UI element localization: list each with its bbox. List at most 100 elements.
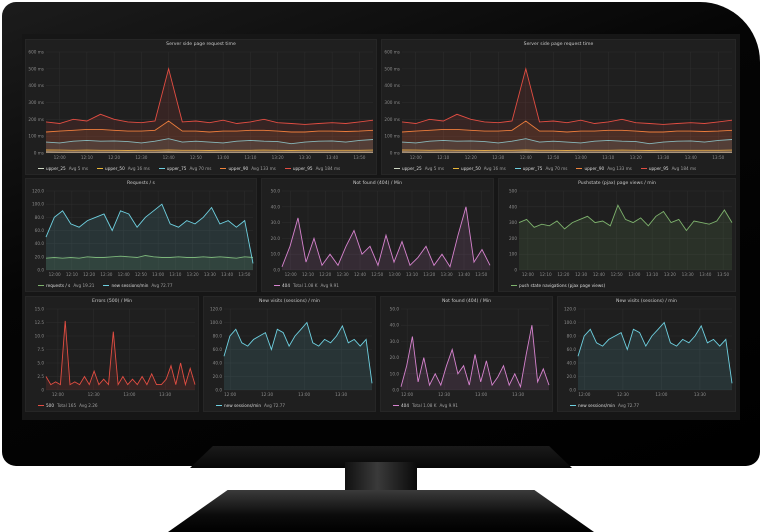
x-tick-label: 13:00 bbox=[298, 392, 310, 397]
chart-plot: 0 2.5 5.0 7.5 10.0 12.5 15.0 12:00 12:30 13:00 13:… bbox=[35, 307, 196, 397]
y-tick-label: 400 ms bbox=[384, 83, 400, 88]
panel-title[interactable]: Server side page request time bbox=[166, 42, 236, 47]
dashboard-screen: Server side page request time 0 ms 100 ms 2… bbox=[22, 34, 740, 420]
legend-stat: Avg 9.91 bbox=[320, 283, 339, 288]
x-tick-label: 12:00 bbox=[54, 155, 66, 160]
y-tick-label: 300 bbox=[509, 220, 517, 225]
x-tick-label: 12:20 bbox=[465, 155, 477, 160]
x-tick-label: 13:00 bbox=[152, 272, 164, 277]
legend-item[interactable]: new sessions/min Avg 72.77 bbox=[103, 283, 175, 288]
legend-stat: Avg 9.91 bbox=[439, 403, 458, 408]
x-tick-label: 13:20 bbox=[423, 272, 435, 277]
x-tick-label: 13:30 bbox=[159, 392, 171, 397]
series-area bbox=[401, 325, 549, 390]
y-tick-label: 20.0 bbox=[271, 236, 281, 241]
panel-p3[interactable]: Requests / s 0.0 20.0 40.0 60.0 80.0 100.0 120.… bbox=[25, 178, 257, 292]
panel-p8[interactable]: Not found (404) / Min 0.0 10.0 20.0 30.0 40.0… bbox=[380, 296, 553, 412]
legend-item[interactable]: push state navigations (pjax page views) bbox=[511, 283, 608, 288]
x-tick-label: 12:40 bbox=[163, 155, 175, 160]
y-tick-label: 120.0 bbox=[210, 307, 222, 312]
legend-item[interactable]: new sessions/min Avg 72.77 bbox=[216, 403, 288, 408]
y-tick-label: 15.0 bbox=[35, 307, 45, 312]
legend-item[interactable]: upper_75 Avg 70 ms bbox=[514, 166, 571, 171]
legend-item[interactable]: upper_25 Avg 5 ms bbox=[38, 166, 91, 171]
legend-item[interactable]: 404 Total 1.08 K Avg 9.91 bbox=[393, 403, 461, 408]
panel-p5[interactable]: Pushstate (pjax) page views / min 0 100 200… bbox=[498, 178, 736, 292]
panel-title[interactable]: Not found (404) / Min bbox=[441, 299, 492, 304]
x-tick-label: 13:40 bbox=[221, 272, 233, 277]
legend-item[interactable]: new sessions/min Avg 72.77 bbox=[570, 403, 642, 408]
legend-swatch bbox=[103, 284, 110, 287]
chart-plot: 0.0 10.0 20.0 30.0 40.0 50.0 12:00 12:10 12:20 12… bbox=[271, 189, 491, 277]
y-tick-label: 120.0 bbox=[564, 307, 576, 312]
y-tick-label: 7.5 bbox=[37, 347, 44, 352]
x-tick-label: 13:00 bbox=[575, 155, 587, 160]
legend-series-name: push state navigations (pjax page views) bbox=[519, 283, 606, 288]
y-tick-label: 600 ms bbox=[384, 50, 400, 55]
legend-stat: Avg 72.77 bbox=[151, 283, 173, 288]
panel-p6[interactable]: Errors (500) / Min 0 2.5 5.0 7.5 10.0 12.5 15.0… bbox=[25, 296, 199, 412]
legend-swatch bbox=[97, 167, 104, 170]
legend-swatch bbox=[220, 167, 227, 170]
panel-title[interactable]: Pushstate (pjax) page views / min bbox=[578, 181, 656, 186]
legend-item[interactable]: upper_50 Avg 16 ms bbox=[97, 166, 153, 171]
series-line bbox=[281, 206, 491, 268]
y-tick-label: 100 ms bbox=[384, 134, 400, 139]
panel-p7[interactable]: New visits (sessions) / min 0.0 20.0 40.0 60… bbox=[203, 296, 376, 412]
panel-title[interactable]: Errors (500) / Min bbox=[91, 299, 133, 304]
panel-p2[interactable]: Server side page request time 0 ms 100 ms 2… bbox=[381, 39, 736, 175]
panel-title[interactable]: New visits (sessions) / min bbox=[259, 299, 320, 304]
y-tick-label: 500 bbox=[509, 189, 517, 194]
panel-title[interactable]: New visits (sessions) / min bbox=[616, 299, 677, 304]
legend-item[interactable]: upper_25 Avg 5 ms bbox=[394, 166, 447, 171]
chart-legend: upper_25 Avg 5 ms upper_50 Avg 16 ms upper_7… bbox=[38, 165, 349, 171]
x-tick-label: 12:10 bbox=[540, 272, 552, 277]
legend-item[interactable]: upper_50 Avg 16 ms bbox=[453, 166, 509, 171]
series-line bbox=[223, 321, 373, 384]
legend-item[interactable]: upper_90 Avg 133 ms bbox=[220, 166, 278, 171]
legend-item[interactable]: requests / s Avg 19.21 bbox=[38, 283, 97, 288]
chart-plot: 0.0 20.0 40.0 60.0 80.0 100.0 120.0 12:00 12:10 1… bbox=[32, 189, 254, 277]
y-tick-label: 10.0 bbox=[35, 334, 45, 339]
legend-item[interactable]: upper_75 Avg 70 ms bbox=[158, 166, 215, 171]
x-tick-label: 12:50 bbox=[190, 155, 202, 160]
legend-series-name: new sessions/min bbox=[111, 283, 149, 288]
chart-legend: upper_25 Avg 5 ms upper_50 Avg 16 ms upper_7… bbox=[394, 165, 705, 171]
series-line bbox=[401, 149, 733, 151]
chart-plot: 0.0 20.0 40.0 60.0 80.0 100.0 120.0 12:00 12:30 1… bbox=[210, 307, 373, 397]
panel-title[interactable]: Not found (404) / Min bbox=[352, 181, 403, 186]
panel-title[interactable]: Server side page request time bbox=[523, 42, 594, 47]
series-area bbox=[46, 121, 373, 153]
legend-item[interactable]: upper_95 Avg 184 ms bbox=[640, 166, 699, 171]
y-tick-label: 60.0 bbox=[213, 347, 223, 352]
y-tick-label: 0 ms bbox=[390, 151, 400, 156]
chart-plot: 0 ms 100 ms 200 ms 300 ms 400 ms 500 ms 600 ms… bbox=[384, 50, 733, 160]
x-tick-label: 13:10 bbox=[406, 272, 418, 277]
y-tick-label: 40.0 bbox=[271, 204, 281, 209]
legend-stat: Avg 133 ms bbox=[607, 166, 632, 171]
panel-p4[interactable]: Not found (404) / Min 0.0 10.0 20.0 30.0 40.0… bbox=[261, 178, 494, 292]
legend-item[interactable]: 500 Total 165 Avg 2.26 bbox=[38, 403, 101, 408]
x-tick-label: 13:00 bbox=[655, 392, 667, 397]
legend-stat: Total 165 bbox=[57, 403, 77, 408]
legend-item[interactable]: upper_90 Avg 133 ms bbox=[576, 166, 634, 171]
y-tick-label: 500 ms bbox=[28, 66, 44, 71]
x-tick-label: 12:40 bbox=[593, 272, 605, 277]
series-area bbox=[46, 255, 253, 270]
panel-p9[interactable]: New visits (sessions) / min 0.0 20.0 40.0 60… bbox=[557, 296, 736, 412]
x-tick-label: 13:30 bbox=[512, 392, 524, 397]
panel-title[interactable]: Requests / s bbox=[127, 181, 155, 186]
legend-stat: Total 1.08 K bbox=[412, 403, 437, 408]
legend-series-name: 404 bbox=[401, 403, 409, 408]
x-tick-label: 13:40 bbox=[685, 155, 697, 160]
y-tick-label: 0 bbox=[41, 388, 44, 393]
panel-p1[interactable]: Server side page request time 0 ms 100 ms 2… bbox=[25, 39, 377, 175]
x-tick-label: 13:30 bbox=[335, 392, 347, 397]
legend-series-name: upper_25 bbox=[46, 166, 66, 171]
chart-legend: requests / s Avg 19.21 new sessions/min Avg… bbox=[38, 282, 182, 288]
y-tick-label: 500 ms bbox=[384, 66, 400, 71]
y-tick-label: 300 ms bbox=[384, 100, 400, 105]
legend-item[interactable]: 404 Total 1.08 K Avg 9.91 bbox=[274, 283, 342, 288]
legend-item[interactable]: upper_95 Avg 184 ms bbox=[284, 166, 343, 171]
legend-series-name: upper_25 bbox=[402, 166, 422, 171]
